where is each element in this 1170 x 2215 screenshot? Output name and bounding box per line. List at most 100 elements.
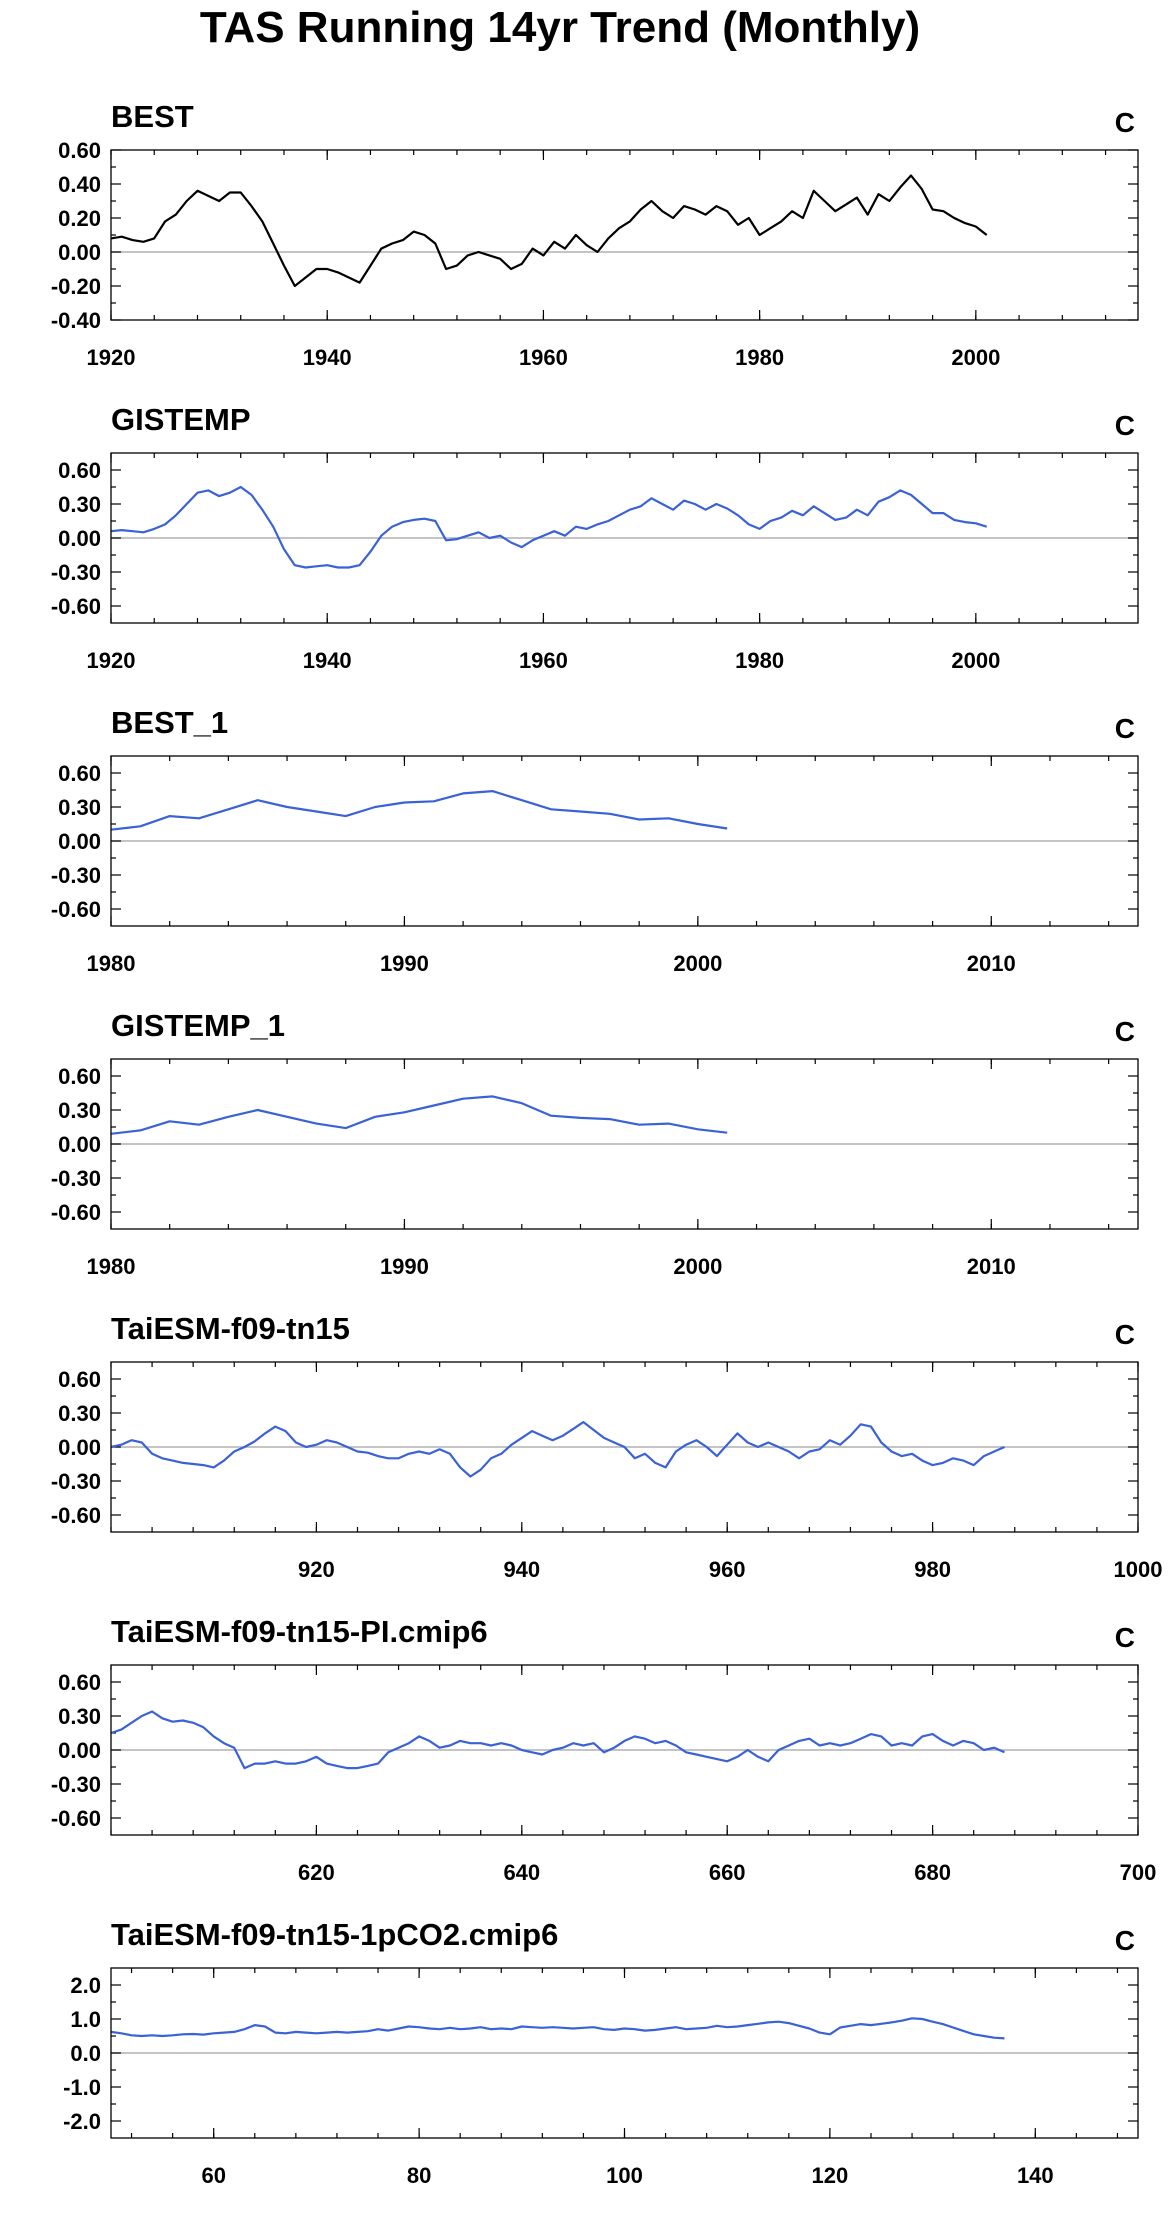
plot-frame — [110, 149, 1139, 321]
y-tick-label: 1.0 — [70, 2007, 101, 2032]
plot-frame — [110, 1664, 1139, 1836]
y-tick-label: -0.60 — [51, 1503, 101, 1528]
plot-frame — [110, 1967, 1139, 2139]
plot-frame — [110, 1058, 1139, 1230]
figure-title: TAS Running 14yr Trend (Monthly) — [200, 3, 920, 52]
x-tick-label: 1940 — [303, 345, 352, 370]
x-tick-label: 100 — [606, 2163, 643, 2188]
y-tick-label: -1.0 — [63, 2075, 101, 2100]
y-tick-label: 0.30 — [58, 1401, 101, 1426]
panel-title: GISTEMP_1 — [111, 1008, 285, 1043]
y-tick-label: 0.0 — [70, 2041, 101, 2066]
x-tick-label: 2000 — [673, 951, 722, 976]
panel-title: GISTEMP — [111, 402, 251, 437]
y-tick-label: -0.60 — [51, 1806, 101, 1831]
series-line — [110, 1420, 1005, 1478]
panel-1: BEST C 0.60 0.40 0.20 0.00 -0.20 -0.40 1920 1940 1… — [51, 99, 1139, 370]
x-tick-label: 1980 — [735, 345, 784, 370]
panel-7: TaiESM-f09-tn15-1pCO2.cmip6 C 2.0 1.0 0.0 -1.… — [63, 1917, 1139, 2188]
plot-frame — [110, 755, 1139, 927]
units-label: C — [1115, 1925, 1135, 1956]
series-line — [110, 174, 988, 288]
x-tick-label: 620 — [298, 1860, 335, 1885]
series-line — [110, 789, 728, 831]
y-tick-label: -2.0 — [63, 2109, 101, 2134]
panel-5: TaiESM-f09-tn15 C 0.60 0.30 0.00 -0.30 -0.60 92… — [51, 1311, 1163, 1582]
x-tick-label: 1920 — [87, 345, 136, 370]
y-tick-label: 0.00 — [58, 829, 101, 854]
x-tick-label: 660 — [709, 1860, 746, 1885]
x-tick-label: 2000 — [951, 345, 1000, 370]
y-tick-label: 0.40 — [58, 172, 101, 197]
panel-title: BEST_1 — [111, 705, 228, 740]
panel-2: GISTEMP C 0.60 0.30 0.00 -0.30 -0.60 1920 1940 19… — [51, 402, 1139, 673]
panel-title: BEST — [111, 99, 194, 134]
x-tick-label: 2010 — [967, 1254, 1016, 1279]
x-tick-label: 1980 — [87, 951, 136, 976]
x-tick-label: 940 — [503, 1557, 540, 1582]
y-tick-label: 0.20 — [58, 206, 101, 231]
x-tick-label: 680 — [914, 1860, 951, 1885]
x-tick-label: 2010 — [967, 951, 1016, 976]
y-tick-label: -0.60 — [51, 1200, 101, 1225]
y-tick-label: 0.30 — [58, 1704, 101, 1729]
panel-title: TaiESM-f09-tn15-PI.cmip6 — [111, 1614, 488, 1649]
x-tick-label: 1960 — [519, 648, 568, 673]
y-tick-label: 0.60 — [58, 761, 101, 786]
x-tick-label: 1990 — [380, 1254, 429, 1279]
x-tick-label: 1940 — [303, 648, 352, 673]
y-tick-label: 0.60 — [58, 1064, 101, 1089]
y-tick-label: 0.00 — [58, 1435, 101, 1460]
y-tick-label: 0.60 — [58, 1670, 101, 1695]
panels: BEST C 0.60 0.40 0.20 0.00 -0.20 -0.40 1920 1940 1… — [51, 99, 1163, 2188]
y-tick-label: -0.20 — [51, 274, 101, 299]
y-tick-label: 0.00 — [58, 1132, 101, 1157]
x-tick-label: 120 — [812, 2163, 849, 2188]
y-tick-label: 0.30 — [58, 492, 101, 517]
series-line — [110, 485, 988, 569]
x-tick-label: 1000 — [1114, 1557, 1163, 1582]
y-tick-label: -0.30 — [51, 863, 101, 888]
y-tick-label: -0.30 — [51, 560, 101, 585]
y-tick-label: -0.30 — [51, 1772, 101, 1797]
y-tick-label: -0.60 — [51, 594, 101, 619]
units-label: C — [1115, 1319, 1135, 1350]
plot-frame — [110, 452, 1139, 624]
x-tick-label: 1960 — [519, 345, 568, 370]
y-tick-label: 0.30 — [58, 1098, 101, 1123]
y-tick-label: 0.00 — [58, 1738, 101, 1763]
units-label: C — [1115, 1622, 1135, 1653]
x-tick-label: 60 — [201, 2163, 225, 2188]
plot-frame — [110, 1361, 1139, 1533]
x-tick-label: 1980 — [735, 648, 784, 673]
x-tick-label: 920 — [298, 1557, 335, 1582]
x-tick-label: 140 — [1017, 2163, 1054, 2188]
x-tick-label: 2000 — [951, 648, 1000, 673]
y-tick-label: 0.60 — [58, 138, 101, 163]
x-tick-label: 640 — [503, 1860, 540, 1885]
panel-6: TaiESM-f09-tn15-PI.cmip6 C 0.60 0.30 0.00 -0.… — [51, 1614, 1157, 1885]
x-tick-label: 80 — [407, 2163, 431, 2188]
x-tick-label: 980 — [914, 1557, 951, 1582]
y-tick-label: -0.60 — [51, 897, 101, 922]
y-tick-label: 0.60 — [58, 458, 101, 483]
x-tick-label: 700 — [1120, 1860, 1157, 1885]
y-tick-label: -0.30 — [51, 1469, 101, 1494]
series-line — [110, 1095, 728, 1135]
units-label: C — [1115, 107, 1135, 138]
series-line — [110, 1710, 1005, 1770]
panel-title: TaiESM-f09-tn15-1pCO2.cmip6 — [111, 1917, 558, 1952]
y-tick-label: 0.30 — [58, 795, 101, 820]
panel-4: GISTEMP_1 C 0.60 0.30 0.00 -0.30 -0.60 1980 1990… — [51, 1008, 1139, 1279]
x-tick-label: 960 — [709, 1557, 746, 1582]
x-tick-label: 1920 — [87, 648, 136, 673]
y-tick-label: 0.00 — [58, 240, 101, 265]
y-tick-label: 0.00 — [58, 526, 101, 551]
y-tick-label: -0.30 — [51, 1166, 101, 1191]
x-tick-label: 2000 — [673, 1254, 722, 1279]
panel-3: BEST_1 C 0.60 0.30 0.00 -0.30 -0.60 1980 1990 200… — [51, 705, 1139, 976]
x-tick-label: 1990 — [380, 951, 429, 976]
y-tick-label: 2.0 — [70, 1973, 101, 1998]
y-tick-label: 0.60 — [58, 1367, 101, 1392]
